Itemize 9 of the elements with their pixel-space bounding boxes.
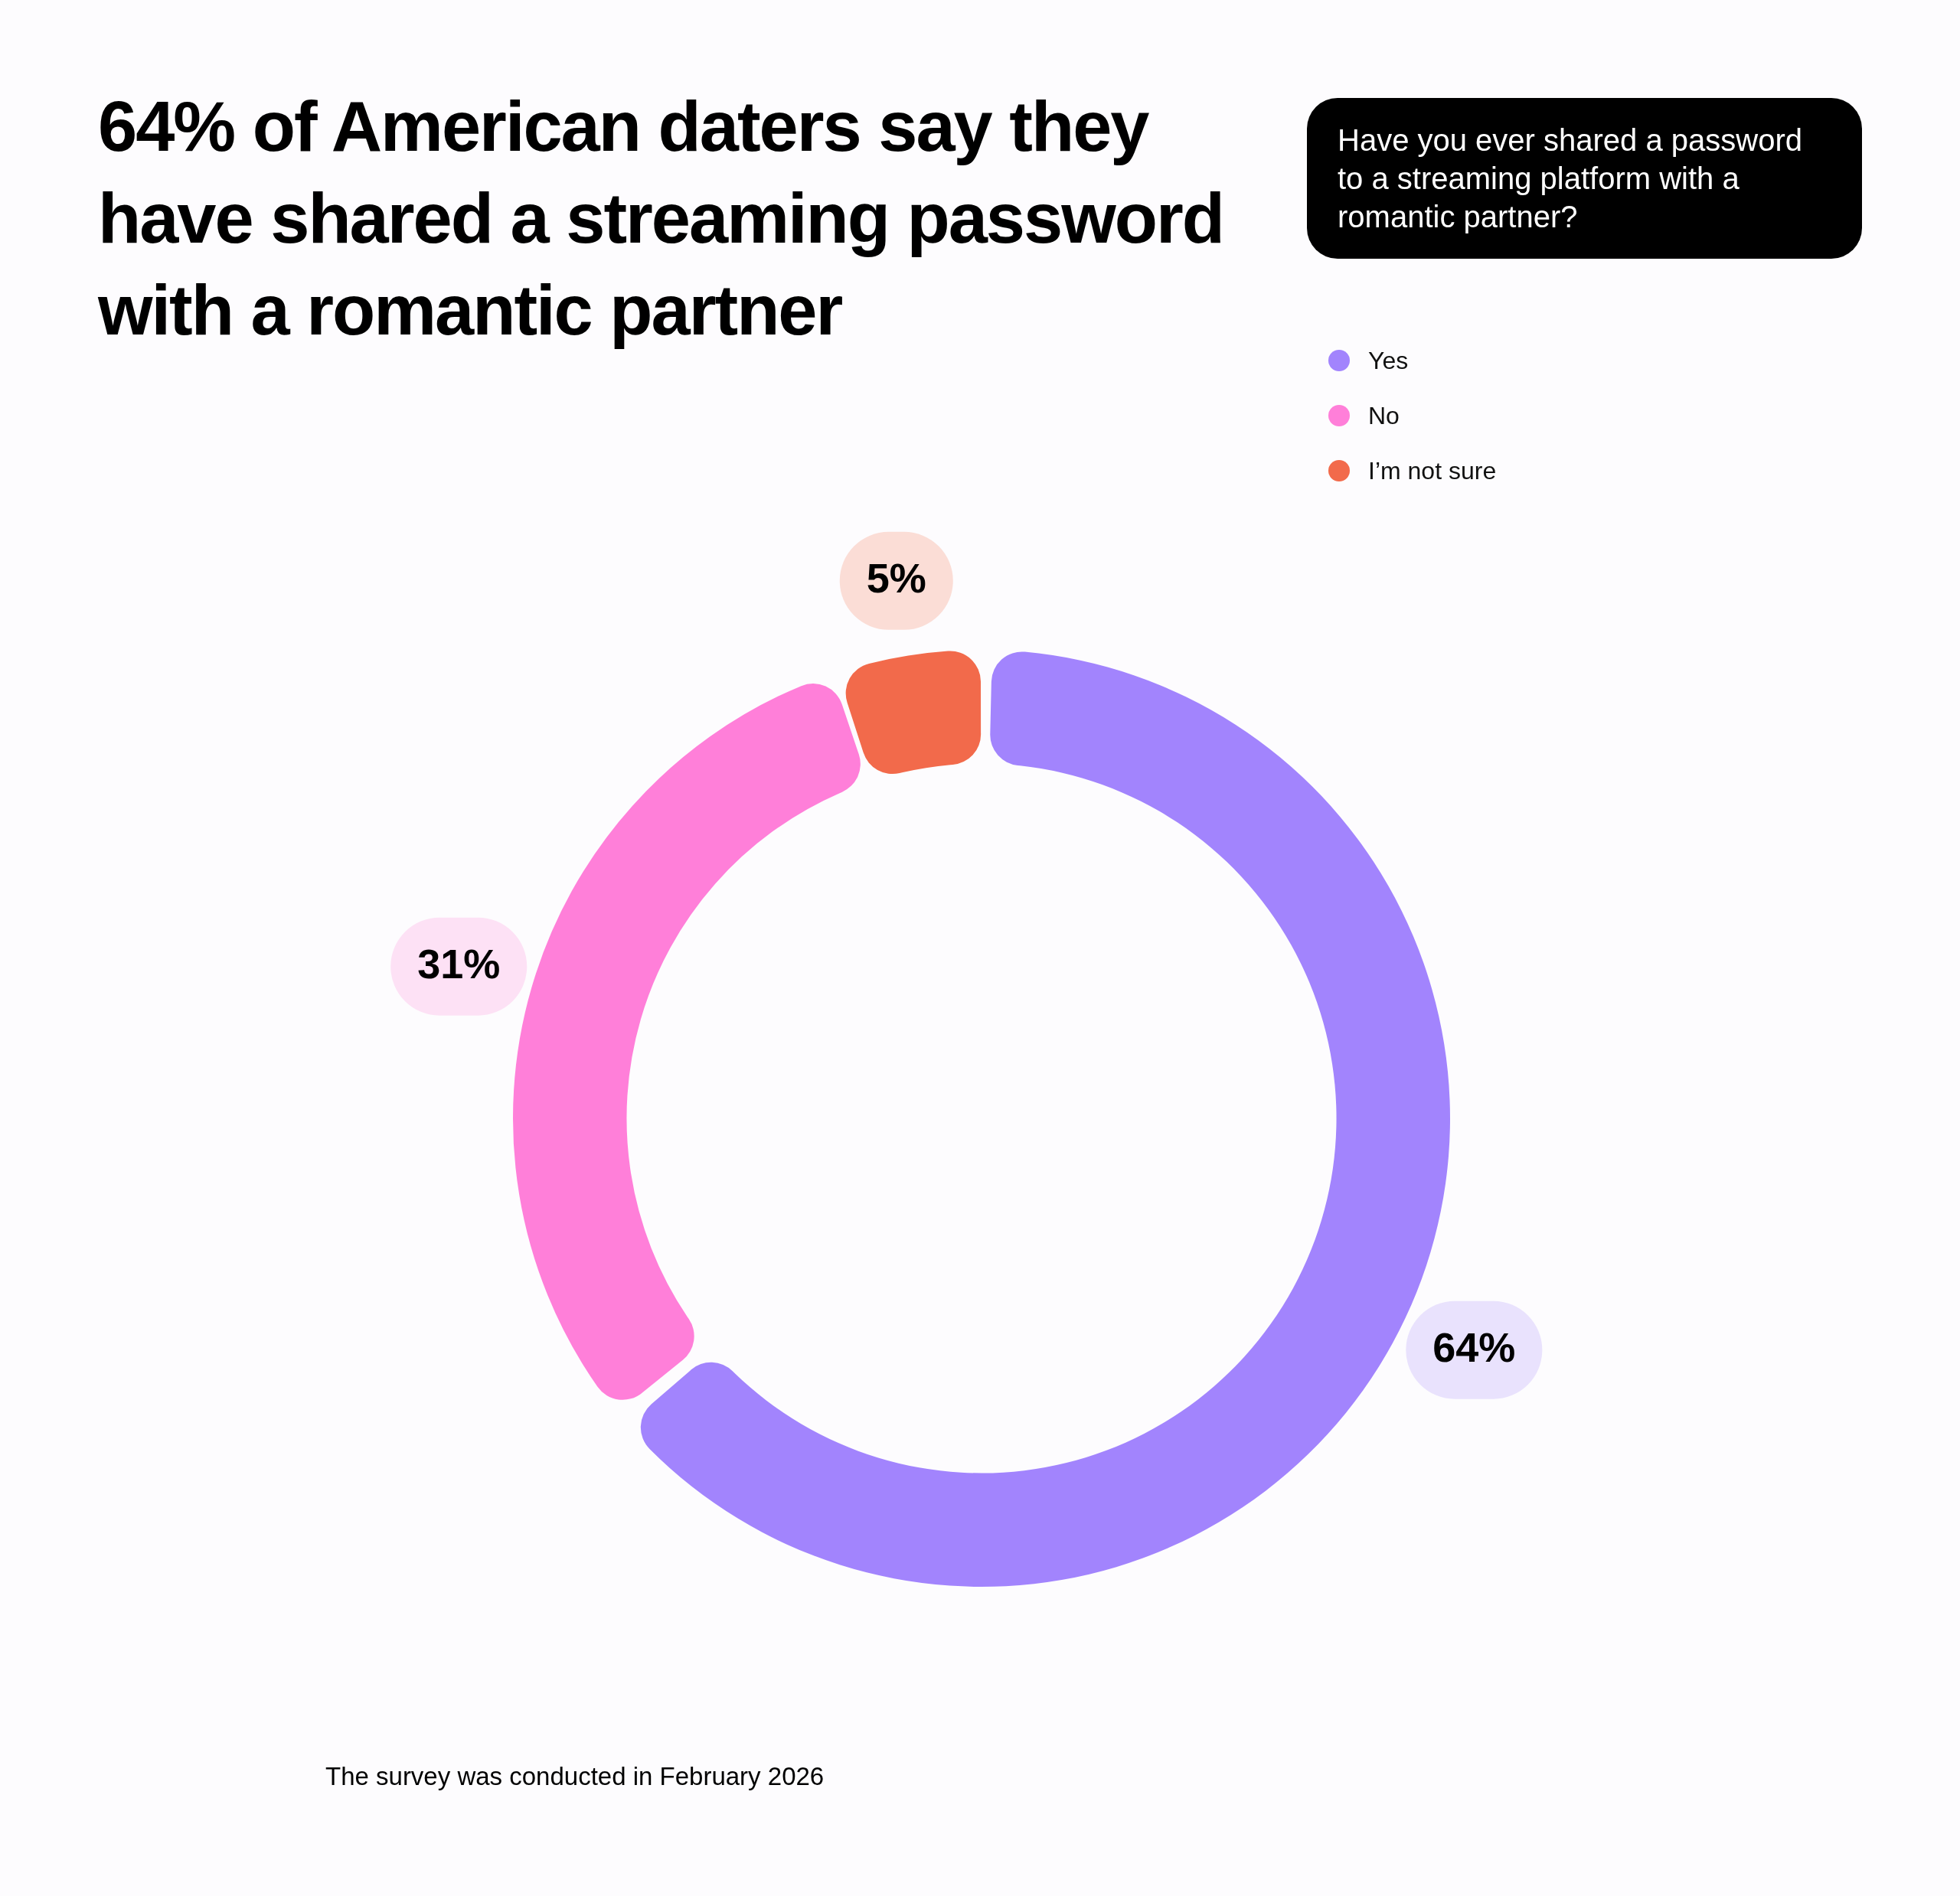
- legend-label: No: [1368, 401, 1400, 430]
- data-label: 31%: [417, 940, 501, 987]
- data-label: 64%: [1432, 1323, 1516, 1370]
- legend-label: Yes: [1368, 346, 1409, 375]
- legend-label: I’m not sure: [1368, 456, 1497, 485]
- data-label: 5%: [866, 554, 926, 601]
- text: The survey was conducted in February 2026: [325, 1762, 825, 1791]
- chart-subtitle: Have you ever shared a password to a streaming platform with a romantic partner?: [1307, 98, 1862, 259]
- chart-title: 64% of American daters say they have shared a streaming password with a romantic partner: [98, 86, 1224, 351]
